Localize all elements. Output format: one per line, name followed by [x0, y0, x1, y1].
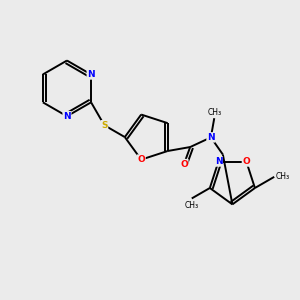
Text: N: N [63, 112, 71, 121]
Text: O: O [180, 160, 188, 169]
Text: N: N [207, 133, 215, 142]
Text: O: O [137, 155, 145, 164]
Text: N: N [214, 157, 222, 166]
Text: S: S [101, 121, 108, 130]
Text: O: O [242, 157, 250, 166]
Text: CH₃: CH₃ [185, 201, 199, 210]
Text: CH₃: CH₃ [207, 108, 221, 117]
Text: N: N [87, 70, 95, 79]
Text: CH₃: CH₃ [276, 172, 290, 182]
